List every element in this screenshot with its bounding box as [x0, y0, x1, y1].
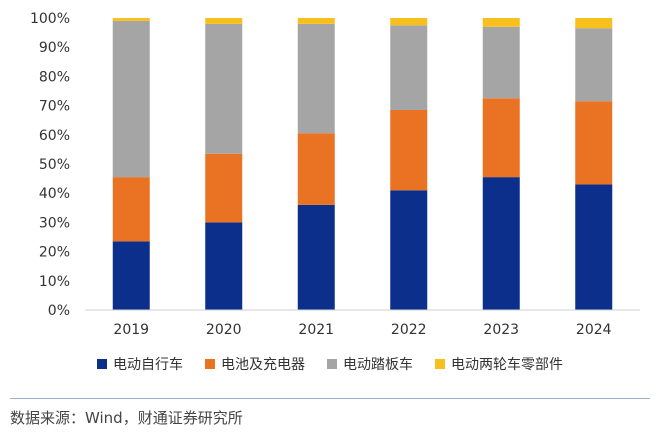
x-tick-label: 2023 [483, 322, 519, 338]
bar-segment-2020-s2 [205, 23, 243, 154]
x-tick-label: 2024 [576, 322, 612, 338]
x-axis: 2019 2020 2021 2022 2023 2024 [113, 322, 611, 338]
y-tick-label: 20% [39, 245, 70, 261]
bar-segment-2023-s3 [482, 18, 520, 27]
bar-segment-2022-s2 [390, 25, 428, 110]
y-tick-label: 90% [39, 40, 70, 56]
legend-label: 电动踏板车 [343, 357, 413, 373]
bar-segment-2019-s3 [112, 18, 150, 21]
bar-segment-2019-s0 [112, 241, 150, 310]
bar-segment-2020-s1 [205, 153, 243, 223]
bar-segment-2024-s2 [575, 28, 613, 102]
bar-segment-2022-s3 [390, 18, 428, 26]
y-tick-label: 100% [30, 11, 70, 27]
bar-segment-2020-s3 [205, 18, 243, 24]
legend-item-electric-scooter: 电动踏板车 [327, 354, 413, 374]
bar-segment-2023-s2 [482, 26, 520, 99]
y-tick-label: 0% [48, 303, 70, 319]
bar-area [112, 18, 613, 310]
y-axis: 0% 10% 20% 30% 40% 50% 60% 70% 80% 90% 100% [30, 11, 70, 319]
bar-segment-2022-s1 [390, 109, 428, 191]
legend-label: 电动两轮车零部件 [451, 357, 563, 373]
bar-segment-2024-s0 [575, 184, 613, 310]
y-tick-label: 10% [39, 274, 70, 290]
source-note: 数据来源：Wind，财通证券研究所 [10, 409, 243, 427]
bar-segment-2020-s0 [205, 222, 243, 310]
y-tick-label: 40% [39, 186, 70, 202]
legend-swatch [327, 359, 337, 369]
legend-item-electric-bicycle: 电动自行车 [97, 354, 183, 374]
bar-segment-2021-s3 [297, 18, 335, 24]
legend: 电动自行车 电池及充电器 电动踏板车 电动两轮车零部件 [0, 352, 660, 376]
legend-item-parts: 电动两轮车零部件 [435, 354, 563, 374]
legend-swatch [435, 359, 445, 369]
legend-swatch [97, 359, 107, 369]
x-tick-label: 2021 [298, 322, 334, 338]
x-tick-label: 2020 [206, 322, 242, 338]
bar-segment-2019-s1 [112, 177, 150, 242]
x-tick-label: 2019 [113, 322, 149, 338]
y-tick-label: 70% [39, 99, 70, 115]
bar-segment-2023-s0 [482, 177, 520, 310]
bar-segment-2021-s1 [297, 133, 335, 205]
bar-segment-2021-s2 [297, 23, 335, 134]
legend-label: 电池及充电器 [221, 357, 305, 373]
bar-segment-2021-s0 [297, 204, 335, 310]
legend-swatch [205, 359, 215, 369]
bar-segment-2022-s0 [390, 190, 428, 310]
stacked-bar-chart: 0%10%20%30%40%50%60%70%80%90%100% 2019 20… [30, 11, 640, 338]
y-tick-label: 50% [39, 157, 70, 173]
y-tick-label: 60% [39, 128, 70, 144]
legend-item-battery-charger: 电池及充电器 [205, 354, 305, 374]
bar-segment-2019-s2 [112, 20, 150, 178]
footer-divider [10, 398, 650, 399]
y-tick-label: 30% [39, 215, 70, 231]
legend-label: 电动自行车 [113, 357, 183, 373]
x-tick-label: 2022 [391, 322, 427, 338]
y-tick-label: 80% [39, 69, 70, 85]
bar-segment-2023-s1 [482, 98, 520, 178]
bar-segment-2024-s3 [575, 18, 613, 29]
bar-segment-2024-s1 [575, 101, 613, 185]
